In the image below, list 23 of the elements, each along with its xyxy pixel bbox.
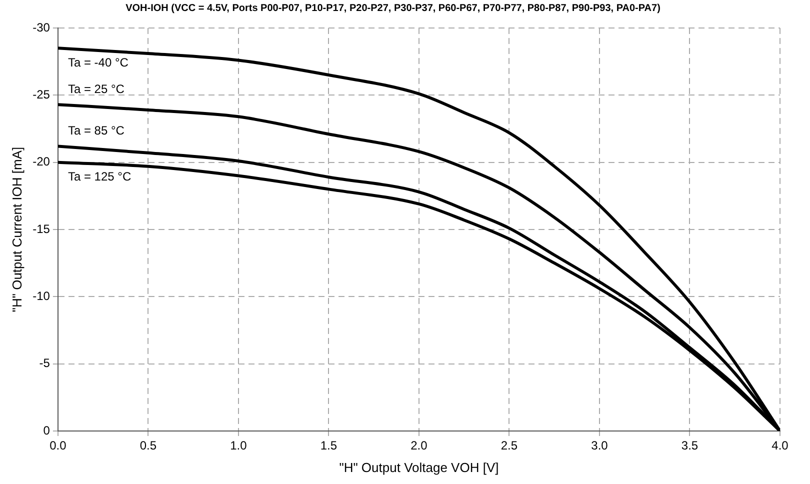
x-tick-label: 3.5	[681, 438, 698, 453]
y-tick-label: -10	[32, 288, 50, 303]
x-tick-label: 0.5	[140, 438, 157, 453]
y-tick-label: -25	[32, 87, 50, 102]
y-tick-label: -30	[32, 20, 50, 34]
chart-title: VOH-IOH (VCC = 4.5V, Ports P00-P07, P10-P17, P20-P27, P30-P37, P60-P67, P70-P77, P80-P87, P90-P93, PA0-PA7)	[126, 2, 660, 14]
x-tick-label: 2.5	[500, 438, 518, 453]
y-axis-title: "H" Output Current IOH [mA]	[9, 146, 24, 312]
x-tick-label: 3.0	[591, 438, 608, 453]
x-tick-label: 4.0	[772, 438, 789, 453]
x-tick-label: 0.0	[50, 438, 67, 453]
x-axis-title: "H" Output Voltage VOH [V]	[339, 460, 499, 475]
x-tick-label: 1.5	[320, 438, 338, 453]
y-tick-label: -5	[39, 356, 50, 370]
y-tick-label: -20	[32, 154, 50, 169]
series-label: Ta = 85 °C	[68, 124, 125, 138]
series-label: Ta = -40 °C	[68, 55, 129, 70]
y-tick-label: -15	[32, 222, 50, 236]
x-tick-label: 2.0	[410, 438, 428, 453]
y-tick-label: 0	[43, 423, 50, 438]
series-label: Ta = 25 °C	[68, 82, 125, 96]
x-tick-label: 1.0	[230, 438, 248, 453]
series-label: Ta = 125 °C	[68, 170, 132, 184]
